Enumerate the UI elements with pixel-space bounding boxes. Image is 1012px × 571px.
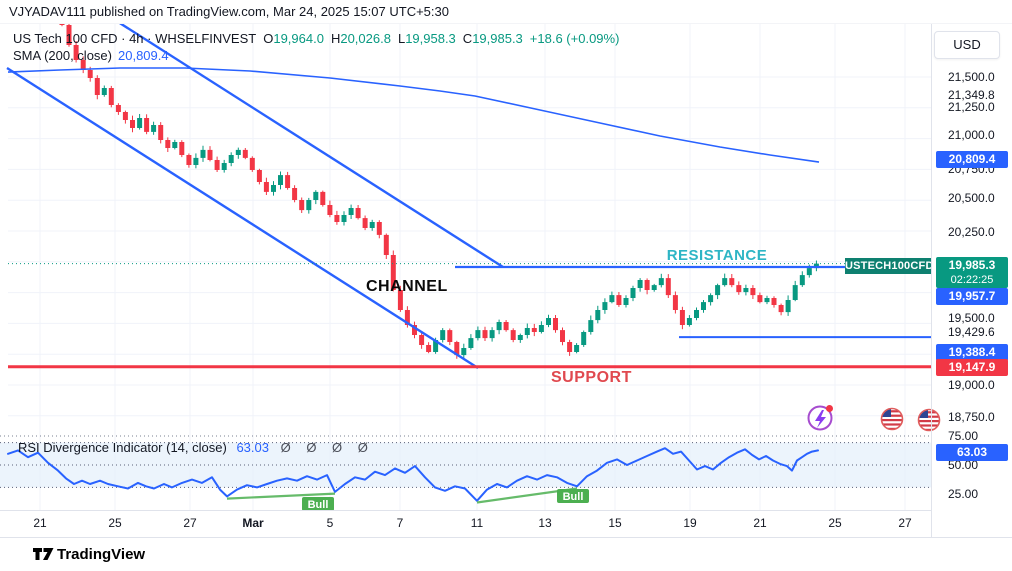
published-attribution: VJYADAV111 published on TradingView.com,… <box>0 0 1012 24</box>
currency-button[interactable]: USD <box>934 31 1000 59</box>
rsi-indicator-header[interactable]: RSI Divergence Indicator (14, close) 63.… <box>18 440 374 455</box>
price-axis-label: 19,000.0 <box>948 378 995 392</box>
sma-value: 20,809.4 <box>118 48 169 63</box>
symbol-name-badge: USTECH100CFD <box>845 258 934 274</box>
price-axis-label: 50.00 <box>948 458 979 472</box>
high-label: H <box>330 31 341 46</box>
rsi-value: 63.03 <box>236 440 269 455</box>
rsi-divergence-counts: Ø Ø Ø Ø <box>280 440 374 455</box>
price-badge: 63.03 <box>936 443 1008 461</box>
price-axis[interactable]: 21,500.0 21,349.8 21,250.0 21,000.0 20,750.0… <box>931 22 1012 537</box>
change-value: +18.6 (+0.09%) <box>529 31 620 46</box>
channel-label: CHANNEL <box>366 278 448 295</box>
sma-label: SMA (200, close) <box>13 48 112 63</box>
price-axis-label: 75.00 <box>948 429 979 443</box>
time-axis-label: 27 <box>898 516 912 530</box>
flash-idea-icon[interactable] <box>807 405 834 431</box>
price-axis-label: 20,250.0 <box>948 225 995 239</box>
price-axis-label: 18,750.0 <box>948 410 995 424</box>
price-axis-label: 21,000.0 <box>948 128 995 142</box>
price-axis-label: 21,500.0 <box>948 70 995 84</box>
close-label: C <box>462 31 473 46</box>
price-axis-label: 20,500.0 <box>948 191 995 205</box>
axis-separator <box>931 22 932 537</box>
support-label: SUPPORT <box>551 369 632 386</box>
time-axis-label: 21 <box>33 516 47 530</box>
time-axis-label: 25 <box>828 516 842 530</box>
open-label: O <box>263 31 274 46</box>
high-value: 20,026.8 <box>340 31 391 46</box>
time-axis-label: 13 <box>538 516 552 530</box>
low-label: L <box>397 31 406 46</box>
svg-text:Bull: Bull <box>308 499 329 511</box>
time-axis-label: 15 <box>608 516 622 530</box>
tradingview-brand-text[interactable]: TradingView <box>57 546 146 563</box>
open-value: 19,964.0 <box>273 31 324 46</box>
countdown-timer: 02:22:25 <box>950 273 994 286</box>
rsi-title: RSI Divergence Indicator (14, close) <box>18 440 227 455</box>
resistance-label: RESISTANCE <box>666 247 768 264</box>
time-axis-label: 25 <box>108 516 122 530</box>
price-axis-label: 19,429.6 <box>948 325 995 339</box>
time-axis-label: 11 <box>470 516 484 530</box>
price-badge: 19,388.4 <box>936 343 1008 361</box>
close-value: 19,985.3 <box>472 31 523 46</box>
low-value: 19,958.3 <box>405 31 456 46</box>
tradingview-logo-icon[interactable] <box>33 547 54 564</box>
time-axis-label: 27 <box>183 516 197 530</box>
svg-text:Bull: Bull <box>563 491 584 503</box>
sma-legend[interactable]: SMA (200, close) 20,809.4 <box>13 48 169 63</box>
time-axis[interactable]: 21 25 27 Mar 5 7 11 13 15 19 21 25 27 <box>0 510 931 538</box>
time-axis-label: 7 <box>396 516 404 530</box>
us-flag-event-icon-1[interactable] <box>880 407 904 431</box>
time-axis-label: Mar <box>242 516 264 530</box>
time-axis-label: 19 <box>683 516 697 530</box>
price-axis-label: 25.00 <box>948 487 979 501</box>
pane-event-icons <box>807 405 941 432</box>
price-badge: 19,957.7 <box>936 287 1008 305</box>
footer-bar: TradingView <box>0 537 1012 571</box>
price-badge: 19,985.3 02:22:25 <box>936 256 1008 288</box>
symbol-title: US Tech 100 CFD · 4h · WHSELFINVEST <box>13 31 257 46</box>
price-axis-label: 21,250.0 <box>948 100 995 114</box>
price-axis-label: 19,500.0 <box>948 311 995 325</box>
time-axis-label: 5 <box>326 516 334 530</box>
time-axis-label: 21 <box>753 516 767 530</box>
price-badge: 20,809.4 <box>936 150 1008 168</box>
price-axis-label: 21,349.8 <box>948 88 995 102</box>
symbol-legend[interactable]: US Tech 100 CFD · 4h · WHSELFINVEST O19,9… <box>13 31 619 46</box>
notification-dot <box>826 405 833 412</box>
price-badge: 19,147.9 <box>936 358 1008 376</box>
us-flag-event-icon-2[interactable] <box>917 408 941 432</box>
